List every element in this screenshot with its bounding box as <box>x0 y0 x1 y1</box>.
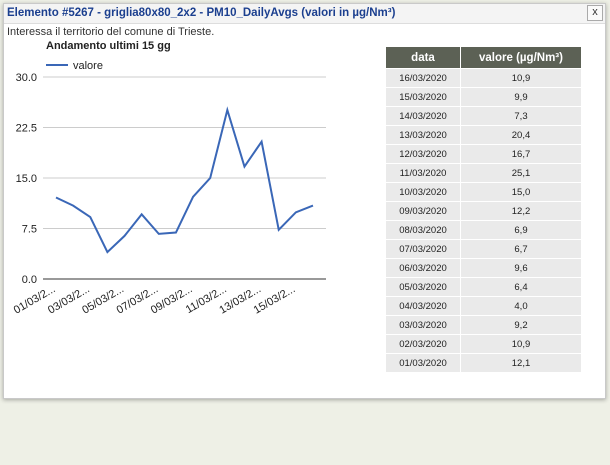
y-tick-label: 30.0 <box>16 72 37 84</box>
column-header: data <box>385 46 461 69</box>
table-body: 16/03/2020 10,9 15/03/2020 9,9 14/03/2020 7,3… <box>385 68 582 373</box>
table-row: 16/03/2020 10,9 <box>385 68 582 88</box>
table-row: 15/03/2020 9,9 <box>385 87 582 107</box>
table-row: 03/03/2020 9,2 <box>385 315 582 335</box>
table-cell: 9,2 <box>460 315 582 335</box>
table-cell: 03/03/2020 <box>385 315 461 335</box>
table-cell: 15,0 <box>460 182 582 202</box>
popup: Elemento #5267 - griglia80x80_2x2 - PM10… <box>3 3 606 399</box>
table-cell: 10,9 <box>460 68 582 88</box>
table-cell: 12,2 <box>460 201 582 221</box>
table-cell: 01/03/2020 <box>385 353 461 373</box>
table-cell: 05/03/2020 <box>385 277 461 297</box>
table-row: 11/03/2020 25,1 <box>385 163 582 183</box>
table-cell: 10,9 <box>460 334 582 354</box>
table-cell: 6,4 <box>460 277 582 297</box>
table-cell: 04/03/2020 <box>385 296 461 316</box>
y-tick-label: 0.0 <box>22 274 37 286</box>
table-cell: 9,6 <box>460 258 582 278</box>
close-button[interactable]: x <box>587 5 603 21</box>
table-cell: 07/03/2020 <box>385 239 461 259</box>
table-cell: 16,7 <box>460 144 582 164</box>
table-row: 12/03/2020 16,7 <box>385 144 582 164</box>
table-cell: 06/03/2020 <box>385 258 461 278</box>
table-cell: 4,0 <box>460 296 582 316</box>
subtitle: Interessa il territorio del comune di Tr… <box>7 26 215 38</box>
table-cell: 09/03/2020 <box>385 201 461 221</box>
table-row: 04/03/2020 4,0 <box>385 296 582 316</box>
legend-label: valore <box>73 60 103 72</box>
table-row: 05/03/2020 6,4 <box>385 277 582 297</box>
table-cell: 9,9 <box>460 87 582 107</box>
table-row: 08/03/2020 6,9 <box>385 220 582 240</box>
table-cell: 25,1 <box>460 163 582 183</box>
y-tick-label: 22.5 <box>16 123 37 135</box>
table-cell: 12/03/2020 <box>385 144 461 164</box>
y-tick-label: 15.0 <box>16 173 37 185</box>
table-cell: 7,3 <box>460 106 582 126</box>
table-cell: 11/03/2020 <box>385 163 461 183</box>
title-bar: Elemento #5267 - griglia80x80_2x2 - PM10… <box>4 4 605 24</box>
data-line <box>55 106 314 254</box>
table-row: 09/03/2020 12,2 <box>385 201 582 221</box>
table-row: 07/03/2020 6,7 <box>385 239 582 259</box>
popup-title: Elemento #5267 - griglia80x80_2x2 - PM10… <box>7 7 396 19</box>
table-cell: 02/03/2020 <box>385 334 461 354</box>
table-row: 02/03/2020 10,9 <box>385 334 582 354</box>
table-cell: 6,9 <box>460 220 582 240</box>
table-cell: 15/03/2020 <box>385 87 461 107</box>
data-table: data valore (µg/Nm³) 16/03/2020 10,9 15/03/… <box>385 46 582 373</box>
table-cell: 6,7 <box>460 239 582 259</box>
table-cell: 20,4 <box>460 125 582 145</box>
chart: Andamento ultimi 15 gg 0.0 7.5 15.0 22.5 30.… <box>12 40 326 317</box>
table-row: 10/03/2020 15,0 <box>385 182 582 202</box>
y-tick-label: 7.5 <box>22 224 37 236</box>
table-row: 14/03/2020 7,3 <box>385 106 582 126</box>
table-cell: 13/03/2020 <box>385 125 461 145</box>
table-cell: 12,1 <box>460 353 582 373</box>
table-row: 01/03/2020 12,1 <box>385 353 582 373</box>
column-header: valore (µg/Nm³) <box>460 46 582 69</box>
chart-title: Andamento ultimi 15 gg <box>46 40 171 52</box>
table-header: data valore (µg/Nm³) <box>385 46 582 69</box>
table-cell: 14/03/2020 <box>385 106 461 126</box>
table-row: 13/03/2020 20,4 <box>385 125 582 145</box>
table-cell: 16/03/2020 <box>385 68 461 88</box>
table-row: 06/03/2020 9,6 <box>385 258 582 278</box>
table-cell: 08/03/2020 <box>385 220 461 240</box>
table-cell: 10/03/2020 <box>385 182 461 202</box>
